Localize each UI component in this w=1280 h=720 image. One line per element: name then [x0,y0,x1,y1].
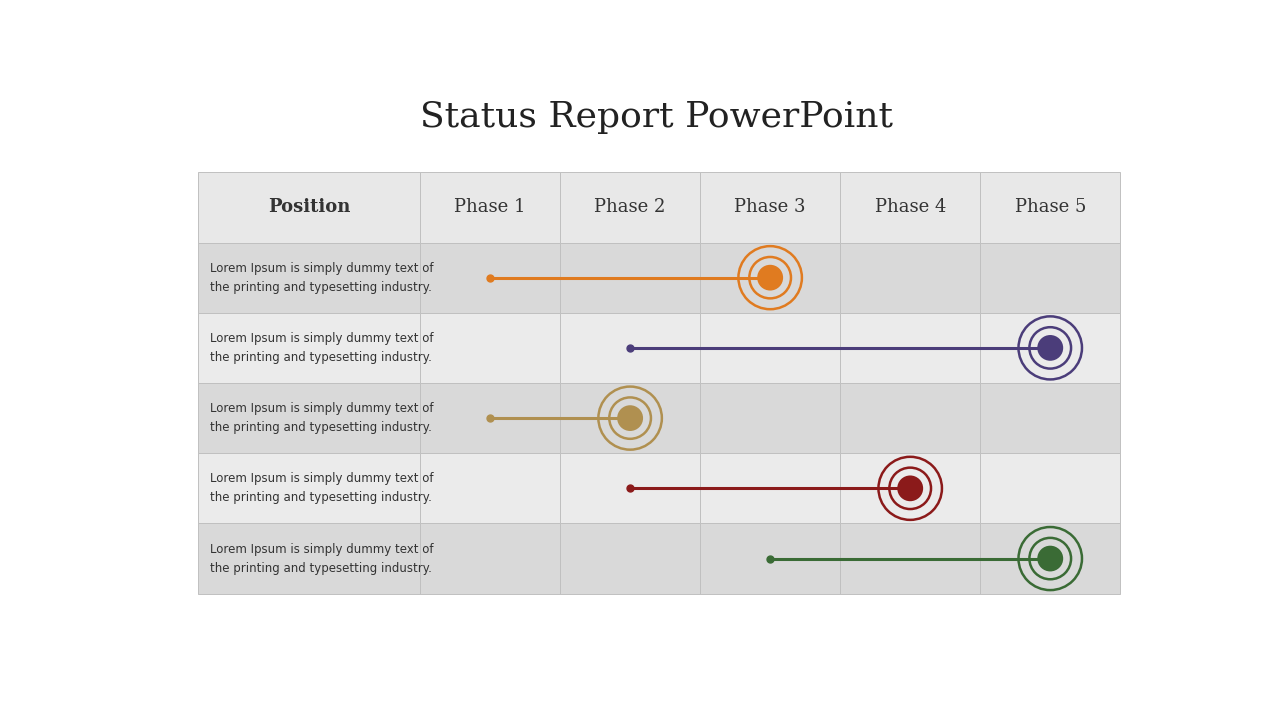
Bar [561,172,700,243]
Bar [197,523,420,594]
Text: Lorem Ipsum is simply dummy text of
the printing and typesetting industry.: Lorem Ipsum is simply dummy text of the … [210,543,433,575]
Ellipse shape [1038,546,1062,570]
Bar [980,383,1120,453]
Bar [197,243,420,312]
Bar [420,523,561,594]
Text: Phase 5: Phase 5 [1015,199,1085,217]
Bar [197,172,420,243]
Bar [420,312,561,383]
Bar [420,172,561,243]
Bar [561,312,700,383]
Bar [840,453,980,523]
Bar [980,453,1120,523]
Bar [420,243,561,312]
Bar [561,523,700,594]
Text: Lorem Ipsum is simply dummy text of
the printing and typesetting industry.: Lorem Ipsum is simply dummy text of the … [210,472,433,504]
Bar [561,383,700,453]
Ellipse shape [618,406,643,430]
Ellipse shape [758,266,782,289]
Bar [700,312,840,383]
Bar [700,523,840,594]
Bar [197,312,420,383]
Bar [840,312,980,383]
Bar [197,383,420,453]
Bar [840,243,980,312]
Text: Phase 2: Phase 2 [594,199,666,217]
Ellipse shape [1038,336,1062,360]
Text: Lorem Ipsum is simply dummy text of
the printing and typesetting industry.: Lorem Ipsum is simply dummy text of the … [210,332,433,364]
Text: Lorem Ipsum is simply dummy text of
the printing and typesetting industry.: Lorem Ipsum is simply dummy text of the … [210,402,433,434]
Text: Status Report PowerPoint: Status Report PowerPoint [420,100,892,134]
Ellipse shape [899,477,922,500]
Bar [980,172,1120,243]
Bar [700,172,840,243]
Bar [840,172,980,243]
Bar [561,243,700,312]
Bar [980,523,1120,594]
Bar [197,453,420,523]
Bar [561,453,700,523]
Bar [980,243,1120,312]
Text: Position: Position [268,199,349,217]
Bar [700,453,840,523]
Bar [700,243,840,312]
Bar [420,453,561,523]
Text: Lorem Ipsum is simply dummy text of
the printing and typesetting industry.: Lorem Ipsum is simply dummy text of the … [210,261,433,294]
Text: Phase 3: Phase 3 [735,199,806,217]
Text: Phase 1: Phase 1 [454,199,526,217]
Bar [700,383,840,453]
Bar [840,523,980,594]
Bar [980,312,1120,383]
Bar [420,383,561,453]
Text: Phase 4: Phase 4 [874,199,946,217]
Bar [840,383,980,453]
